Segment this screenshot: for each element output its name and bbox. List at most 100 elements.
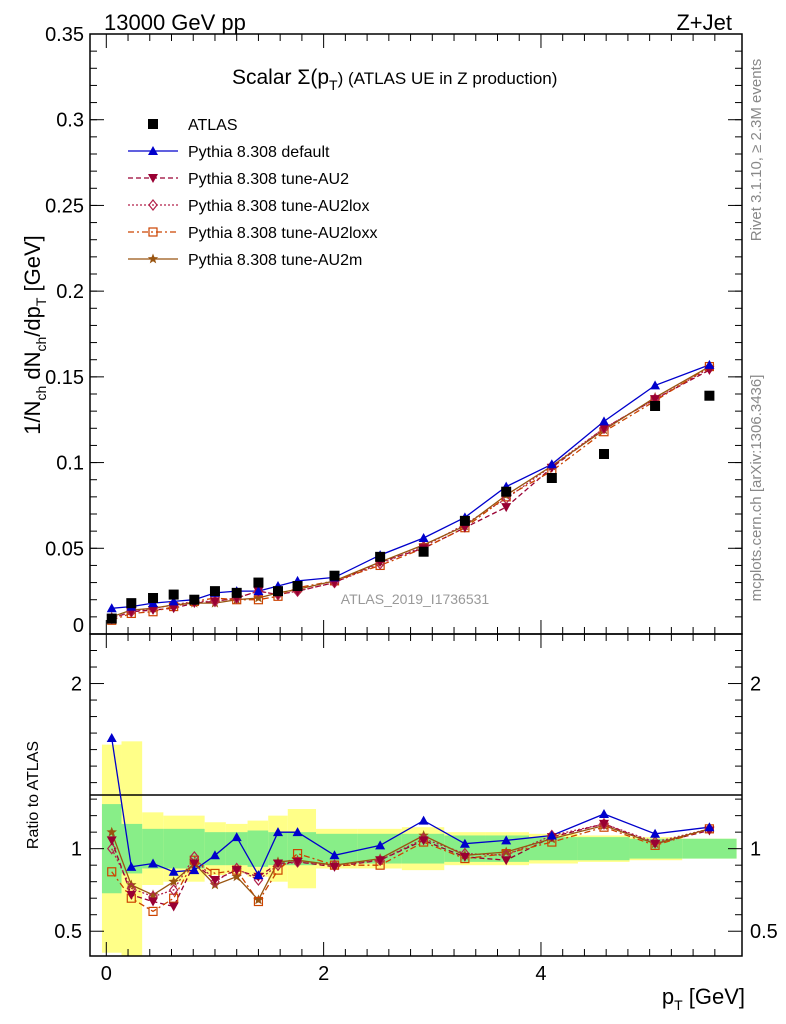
atlas-point xyxy=(375,551,386,562)
ratio-point-au2m xyxy=(106,826,117,837)
atlas-point xyxy=(546,473,557,483)
ratio-point-default xyxy=(231,832,242,842)
ratio-point-default xyxy=(253,870,264,880)
y-tick-label: 0.05 xyxy=(45,538,84,560)
atlas-point xyxy=(329,570,340,581)
ratio-point-au2 xyxy=(418,836,429,846)
mcplots-source-text: mcplots.cern.ch [arXiv:1306.3436] xyxy=(748,375,765,602)
ratio-point-au2 xyxy=(231,866,242,876)
ratio-point-au2 xyxy=(126,890,137,900)
ratio-point-default xyxy=(272,827,283,837)
default-point xyxy=(650,380,661,390)
legend-marker xyxy=(148,146,158,155)
default-point xyxy=(546,459,557,469)
series-line-au2lox xyxy=(111,367,710,620)
ratio-point-default xyxy=(546,830,557,840)
series-line-au2m xyxy=(111,366,710,618)
ratio-band-inner xyxy=(268,832,288,866)
ratio-point-au2 xyxy=(272,859,283,869)
atlas-point xyxy=(272,586,283,597)
au2-point xyxy=(501,503,512,513)
atlas-point xyxy=(292,581,303,591)
ratio-point-default xyxy=(148,858,159,868)
legend-label: Pythia 8.308 tune-AU2 xyxy=(188,171,349,188)
ratio-point-default xyxy=(168,866,179,876)
atlas-point xyxy=(209,586,220,597)
ratio-point-au2 xyxy=(106,836,117,846)
ratio-tick-label-right: 1 xyxy=(750,839,761,861)
lower-panel-frame xyxy=(89,633,743,957)
ratio-band-inner xyxy=(225,832,248,866)
ratio-point-default xyxy=(704,822,715,832)
ratio-point-au2 xyxy=(501,856,512,866)
lower-series-layer xyxy=(106,733,715,917)
ratio-point-default xyxy=(329,850,340,860)
ratio-point-au2loxx xyxy=(148,906,158,917)
legend-label: ATLAS xyxy=(188,117,238,134)
au2-point xyxy=(459,523,470,533)
x-tick-label: 0 xyxy=(101,963,112,985)
ratio-point-au2m xyxy=(147,889,159,900)
atlas-point xyxy=(168,589,179,600)
y-tick-label: 0.35 xyxy=(45,24,84,46)
y-tick-label: 0.25 xyxy=(45,195,84,217)
ratio-point-default xyxy=(189,865,200,875)
ratio-band-inner xyxy=(142,828,164,869)
series-line-au2 xyxy=(111,369,710,620)
atlas-point xyxy=(231,587,242,598)
default-point xyxy=(704,359,715,369)
legend-marker xyxy=(148,227,158,237)
upper-series-layer xyxy=(106,359,715,625)
legend-label: Pythia 8.308 tune-AU2m xyxy=(188,252,362,269)
legend-label: Pythia 8.308 tune-AU2loxx xyxy=(188,225,377,242)
atlas-point xyxy=(126,598,137,609)
ratio-point-default xyxy=(650,828,661,838)
ratio-band-inner xyxy=(204,832,226,866)
atlas-point xyxy=(501,486,512,497)
atlas-point xyxy=(418,546,429,557)
ratio-point-au2m xyxy=(253,894,264,905)
upper-y-axis-label: 1/Nch dNch/dpT [GeV] xyxy=(20,235,49,435)
ratio-point-default xyxy=(106,733,117,743)
ratio-point-default xyxy=(459,838,470,848)
ratio-point-au2m xyxy=(231,871,242,882)
ratio-point-au2lox xyxy=(168,883,179,896)
ratio-tick-label: 2 xyxy=(71,674,82,696)
ratio-tick-label-right: 2 xyxy=(750,674,761,696)
legend-marker xyxy=(148,199,158,211)
legend-marker xyxy=(148,174,158,183)
lower-axis-ticks: 0.5 0.5 1 1 2 2 0 2 4 xyxy=(54,634,778,985)
ratio-point-au2m xyxy=(126,879,137,890)
ratio-band-inner xyxy=(183,828,205,869)
ratio-point-default xyxy=(598,808,609,818)
ratio-point-au2 xyxy=(650,839,661,849)
ratio-point-au2lox xyxy=(106,842,117,855)
series-line-au2loxx xyxy=(111,366,710,621)
legend: ATLAS Pythia 8.308 default Pythia 8.308 tu… xyxy=(128,117,377,269)
atlas-point xyxy=(598,449,609,459)
ratio-band-inner xyxy=(629,838,683,859)
ratio-point-default xyxy=(126,861,137,871)
default-point xyxy=(418,533,429,542)
ratio-point-au2 xyxy=(148,897,159,907)
rivet-version-text: Rivet 3.1.10, ≥ 2.3M events xyxy=(748,59,765,242)
ratio-point-default xyxy=(418,815,429,825)
ratio-point-default xyxy=(209,850,220,860)
ratio-point-au2loxx xyxy=(107,867,117,877)
ratio-point-au2 xyxy=(189,859,200,869)
upper-axis-ticks: 0 0.05 0.1 0.15 0.2 0.25 0.3 0.35 xyxy=(45,24,742,637)
ratio-point-default xyxy=(501,835,512,845)
legend-label: Pythia 8.308 default xyxy=(188,144,330,161)
au2-point xyxy=(209,597,220,607)
x-tick-label: 2 xyxy=(318,963,329,985)
ratio-point-default xyxy=(292,827,303,837)
atlas-point xyxy=(189,594,200,605)
legend-marker xyxy=(147,253,159,264)
chart-title: Scalar Σ(pT) (ATLAS UE in Z production) xyxy=(232,66,557,93)
ratio-tick-label: 1 xyxy=(71,839,82,861)
ratio-band-inner xyxy=(163,828,184,869)
ratio-point-au2 xyxy=(459,852,470,862)
ratio-point-au2 xyxy=(168,902,179,912)
ratio-band-inner xyxy=(577,837,630,861)
au2-point xyxy=(148,606,159,615)
